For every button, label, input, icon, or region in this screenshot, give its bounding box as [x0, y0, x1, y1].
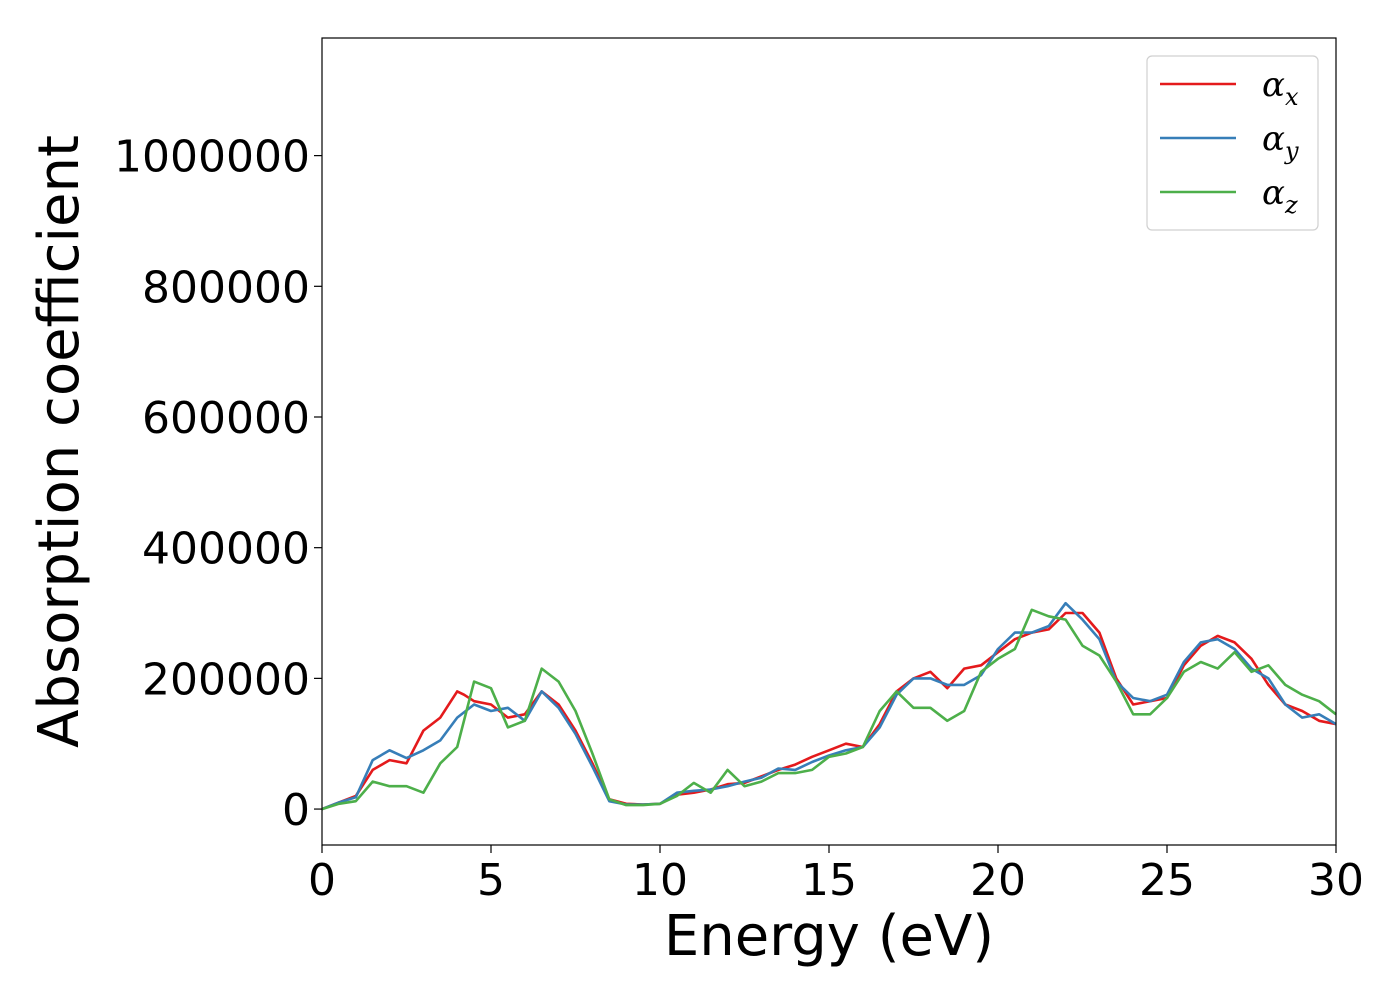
- series-line-x: [321, 611, 1337, 811]
- y-axis-ticks: 0 200000 400000 600000 800000 1000000: [114, 132, 322, 836]
- y-tick-label: 600000: [142, 393, 310, 444]
- x-tick-label: 0: [308, 855, 336, 906]
- x-tick-label: 10: [632, 855, 688, 906]
- series-line-y: [321, 601, 1337, 811]
- y-axis-label: Absorption coefficient: [27, 135, 92, 748]
- x-tick-label: 30: [1308, 855, 1364, 906]
- legend-label-z: αz: [1262, 173, 1298, 219]
- x-tick-label: 5: [477, 855, 505, 906]
- y-tick-label: 200000: [142, 654, 310, 705]
- x-tick-label: 15: [801, 855, 857, 906]
- y-tick-label: 1000000: [114, 132, 310, 183]
- x-tick-label: 25: [1139, 855, 1195, 906]
- legend-box: [1146, 55, 1319, 231]
- y-tick-label: 800000: [142, 262, 310, 313]
- y-tick-label: 0: [282, 785, 310, 836]
- x-axis-label: Energy (eV): [664, 904, 994, 969]
- legend-label-y: αy: [1262, 119, 1299, 165]
- legend-label-x: αx: [1262, 65, 1299, 111]
- legend: αx αy αz: [1146, 55, 1319, 231]
- series-line-z: [321, 608, 1337, 811]
- series-layer: [321, 601, 1337, 811]
- y-tick-label: 400000: [142, 524, 310, 575]
- x-tick-label: 20: [970, 855, 1026, 906]
- x-axis-ticks: 0 5 10 15 20 25 30: [308, 845, 1364, 906]
